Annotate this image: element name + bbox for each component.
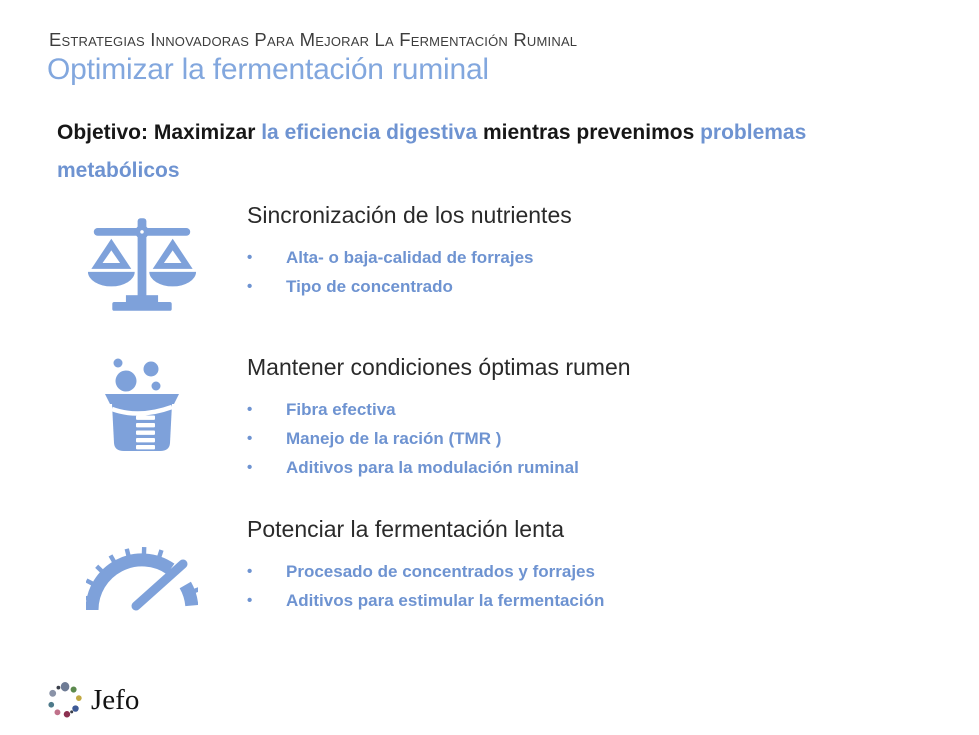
bullet-item: • Aditivos para la modulación ruminal <box>247 453 959 482</box>
objective-part-blue: metabólicos <box>57 159 180 182</box>
bullet-text: Aditivos para la modulación ruminal <box>286 458 579 477</box>
bullet-text: Tipo de concentrado <box>286 277 453 296</box>
bullet-item: • Manejo de la ración (TMR ) <box>247 424 959 453</box>
bullet-marker: • <box>247 430 253 447</box>
bullet-marker: • <box>247 563 253 580</box>
bullet-text: Aditivos para estimular la fermentación <box>286 591 605 610</box>
objective-part-blue: problemas <box>700 121 807 144</box>
objective-part-blue: la eficiencia digestiva <box>261 121 478 144</box>
bullet-marker: • <box>247 278 253 295</box>
section-nutrient-sync: Sincronización de los nutrientes • Alta- … <box>48 200 959 312</box>
section-text-column: Mantener condiciones óptimas rumen • Fibr… <box>247 352 959 482</box>
bullet-item: • Tipo de concentrado <box>247 272 959 301</box>
objective-part-dark: Objetivo: Maximizar <box>57 121 262 144</box>
section-heading: Potenciar la fermentación lenta <box>247 516 565 542</box>
objective-part-dark: mientras prevenimos <box>477 121 701 144</box>
bullet-text: Alta- o baja-calidad de forrajes <box>286 248 534 267</box>
bullet-list: • Fibra efectiva • Manejo de la ración (TM… <box>247 395 959 482</box>
bullet-text: Fibra efectiva <box>286 400 396 419</box>
balance-scale-icon <box>87 218 196 311</box>
objective-statement: Objetivo: Maximizar la eficiencia digest… <box>57 114 957 190</box>
jefo-logo-text: Jefo <box>91 684 140 716</box>
bullet-marker: • <box>247 249 253 266</box>
bullet-item: • Fibra efectiva <box>247 395 959 424</box>
section-rumen-conditions: Mantener condiciones óptimas rumen • Fibr… <box>48 352 959 482</box>
section-text-column: Potenciar la fermentación lenta • Procesa… <box>247 514 959 615</box>
bullet-marker: • <box>247 401 253 418</box>
bullet-marker: • <box>247 459 253 476</box>
section-icon-column <box>48 200 247 312</box>
bullet-list: • Alta- o baja-calidad de forrajes • Tipo … <box>247 243 959 301</box>
slide-eyebrow: Estrategias Innovadoras Para Mejorar La … <box>49 29 578 50</box>
bullet-text: Manejo de la ración (TMR ) <box>286 429 502 448</box>
bullet-marker: • <box>247 592 253 609</box>
section-icon-column <box>48 352 247 453</box>
beaker-icon <box>104 358 179 451</box>
section-icon-column <box>48 514 247 614</box>
bullet-list: • Procesado de concentrados y forrajes • A… <box>247 557 959 615</box>
bullet-item: • Aditivos para estimular la fermentación <box>247 586 959 615</box>
gauge-icon <box>85 546 198 611</box>
footer-logo: Jefo <box>47 679 139 721</box>
page-title: Optimizar la fermentación ruminal <box>47 53 489 86</box>
section-slow-fermentation: Potenciar la fermentación lenta • Procesa… <box>48 514 959 615</box>
jefo-logo-emblem <box>48 681 82 718</box>
section-heading: Sincronización de los nutrientes <box>247 202 572 228</box>
section-text-column: Sincronización de los nutrientes • Alta- … <box>247 200 959 301</box>
bullet-text: Procesado de concentrados y forrajes <box>286 562 595 581</box>
bullet-item: • Alta- o baja-calidad de forrajes <box>247 243 959 272</box>
section-heading: Mantener condiciones óptimas rumen <box>247 354 631 380</box>
bullet-item: • Procesado de concentrados y forrajes <box>247 557 959 586</box>
